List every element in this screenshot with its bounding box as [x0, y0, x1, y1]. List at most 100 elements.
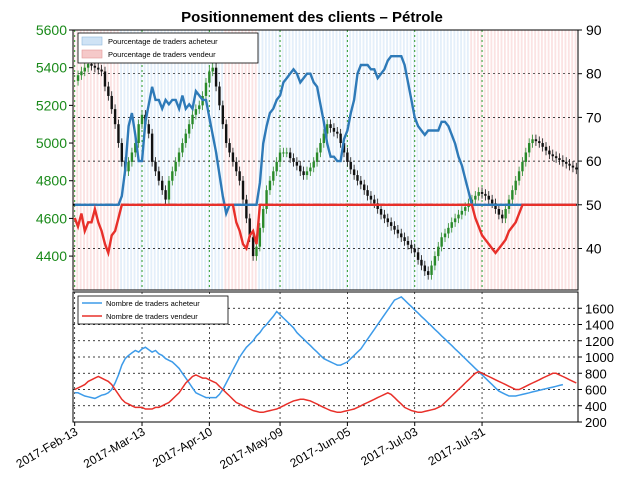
sentiment-band: [396, 30, 399, 290]
candle-body: [154, 161, 157, 172]
sentiment-band: [204, 30, 207, 290]
candle-body: [137, 124, 140, 144]
candle-body: [494, 203, 497, 209]
candle-body: [568, 163, 571, 166]
candle-body: [245, 199, 248, 219]
sentiment-band: [460, 30, 463, 290]
sentiment-band: [184, 30, 186, 290]
sentiment-band: [234, 30, 237, 290]
sentiment-band: [382, 30, 385, 290]
candle-body: [164, 190, 167, 200]
sentiment-band: [470, 30, 473, 290]
sentiment-band: [574, 30, 577, 290]
sentiment-band: [379, 30, 382, 290]
candle-body: [501, 214, 504, 219]
candle-body: [265, 190, 268, 209]
sentiment-band: [83, 30, 85, 290]
candle-body: [386, 218, 389, 223]
sentiment-band: [443, 30, 446, 290]
candle-body: [480, 192, 484, 194]
candle-body: [551, 154, 554, 157]
candle-body: [440, 237, 443, 247]
sentiment-band: [214, 30, 217, 290]
candle-body: [292, 158, 295, 162]
sentiment-band: [567, 30, 570, 290]
candle-body: [262, 208, 265, 228]
sentiment-band: [99, 30, 102, 290]
candle-body: [282, 152, 285, 154]
percentage-tick-label: 40: [586, 240, 602, 256]
sentiment-band: [167, 30, 170, 290]
candle-body: [416, 252, 420, 260]
candle-body: [460, 210, 464, 215]
sentiment-band: [170, 30, 173, 290]
sentiment-band: [399, 30, 402, 290]
candle-body: [534, 139, 538, 142]
sentiment-band: [423, 30, 425, 290]
sentiment-band: [106, 30, 109, 290]
sentiment-band: [328, 30, 331, 290]
candle-body: [322, 133, 326, 144]
sentiment-band: [362, 30, 365, 290]
sentiment-band: [392, 30, 395, 290]
sentiment-band: [342, 30, 345, 290]
candle-body: [511, 190, 514, 200]
candle-body: [107, 86, 110, 96]
candle-body: [544, 146, 548, 151]
sentiment-band: [237, 30, 240, 290]
sentiment-band: [369, 30, 372, 290]
count-tick-label: 800: [585, 366, 607, 381]
candle-body: [214, 67, 218, 87]
sentiment-band: [96, 30, 99, 290]
sentiment-band: [248, 30, 250, 290]
candle-body: [288, 152, 292, 159]
sentiment-band: [147, 30, 149, 290]
long-count-line: [74, 296, 564, 400]
candle-body: [346, 152, 349, 162]
sentiment-band: [547, 30, 550, 290]
sentiment-band: [419, 30, 422, 290]
percentage-tick-label: 90: [586, 22, 602, 38]
sentiment-bands: [73, 30, 577, 290]
candle-body: [325, 124, 329, 134]
candle-body: [447, 227, 450, 234]
date-tick-label: 2017-Feb-13: [14, 424, 81, 471]
sentiment-band: [301, 30, 304, 290]
price-axis: 4400 4600 4800 5000 5200 5400 5600: [36, 22, 73, 264]
candle-body: [181, 143, 184, 153]
sentiment-band: [322, 30, 324, 290]
candle-body: [150, 133, 154, 162]
count-tick-label: 600: [585, 383, 607, 398]
sentiment-band: [224, 30, 227, 290]
candle-body: [191, 114, 194, 125]
sentiment-band: [116, 30, 119, 290]
sentiment-band: [174, 30, 176, 290]
candle-body: [450, 222, 453, 228]
short-percentage-line: [73, 203, 577, 258]
sentiment-band: [544, 30, 547, 290]
sentiment-band: [352, 30, 355, 290]
candle-body: [571, 165, 575, 168]
candle-body: [575, 167, 578, 170]
candle-body: [147, 124, 150, 134]
sentiment-band: [295, 30, 298, 290]
sentiment-band: [268, 30, 271, 290]
candle-body: [420, 259, 423, 266]
candle-body: [410, 244, 413, 249]
percentage-tick-label: 70: [586, 109, 602, 125]
sentiment-band: [281, 30, 284, 290]
candle-body: [464, 207, 467, 211]
sentiment-band: [429, 30, 432, 290]
short-count-line: [74, 370, 577, 414]
candle-body: [474, 195, 477, 200]
candle-body: [194, 109, 198, 115]
candle-body: [490, 199, 494, 204]
date-tick-label: 2017-Apr-10: [150, 424, 215, 470]
candle-body: [218, 86, 221, 106]
candle-body: [413, 248, 416, 253]
sentiment-band: [211, 30, 213, 290]
candle-body: [504, 208, 507, 219]
candle-body: [332, 127, 336, 132]
sentiment-band: [180, 30, 183, 290]
